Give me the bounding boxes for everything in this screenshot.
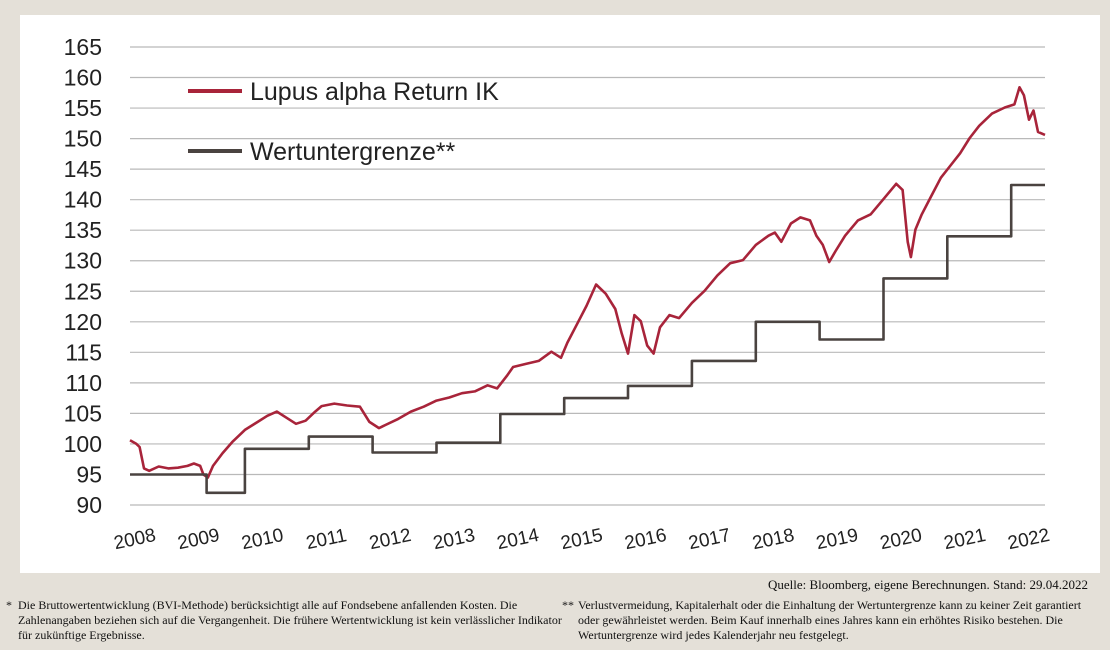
source-note: Quelle: Bloomberg, eigene Berechnungen. …: [768, 577, 1088, 592]
y-tick-label: 105: [64, 400, 102, 426]
x-tick-label: 2011: [304, 525, 348, 554]
x-tick-label: 2014: [495, 525, 541, 554]
y-tick-label: 100: [64, 431, 102, 457]
y-tick-label: 90: [76, 492, 102, 518]
x-tick-label: 2015: [559, 525, 605, 554]
footnote-1-mark: *: [6, 598, 12, 612]
x-tick-label: 2019: [814, 525, 860, 554]
x-tick-label: 2013: [431, 525, 477, 554]
footnote-2: ** Verlustvermeidung, Kapitalerhalt oder…: [562, 598, 1092, 643]
x-tick-label: 2016: [623, 525, 669, 554]
y-tick-label: 125: [64, 278, 102, 304]
x-tick-label: 2010: [240, 525, 286, 554]
series-line-wertuntergrenze: [130, 183, 1045, 495]
x-tick-label: 2012: [367, 525, 413, 554]
legend-label-wertuntergrenze: Wertuntergrenze**: [250, 138, 455, 166]
footnote-2-mark: **: [562, 598, 574, 612]
x-tick-label: 2009: [176, 525, 222, 554]
y-tick-label: 140: [64, 187, 102, 213]
y-tick-label: 160: [64, 65, 102, 91]
y-tick-label: 120: [64, 309, 102, 335]
y-tick-label: 155: [64, 95, 102, 121]
y-tick-label: 165: [64, 34, 102, 60]
x-tick-label: 2018: [751, 525, 797, 554]
x-tick-label: 2008: [112, 525, 158, 554]
y-tick-label: 130: [64, 248, 102, 274]
chart-panel: 90 95 100 105 110 115 120 125 130 135 140 145 150 155…: [20, 15, 1100, 573]
footnote-1-text: Die Bruttowertentwicklung (BVI-Methode) …: [18, 598, 562, 642]
y-tick-label: 135: [64, 217, 102, 243]
line-chart: 90 95 100 105 110 115 120 125 130 135 140 145 150 155…: [64, 34, 1052, 554]
footnote-2-text: Verlustvermeidung, Kapitalerhalt oder di…: [578, 598, 1082, 642]
y-tick-label: 115: [65, 339, 102, 365]
series-line-lupus-alpha: [129, 86, 1046, 479]
x-tick-label: 2017: [687, 525, 733, 554]
y-tick-label: 95: [76, 461, 102, 487]
y-tick-label: 145: [64, 156, 102, 182]
legend-label-lupus-alpha: Lupus alpha Return IK: [250, 78, 499, 106]
y-tick-label: 150: [64, 126, 102, 152]
x-tick-label: 2022: [1006, 525, 1052, 554]
footnote-1: * Die Bruttowertentwicklung (BVI-Methode…: [6, 598, 566, 643]
x-tick-label: 2020: [878, 525, 924, 554]
y-tick-label: 110: [65, 370, 102, 396]
x-tick-label: 2021: [942, 525, 988, 554]
